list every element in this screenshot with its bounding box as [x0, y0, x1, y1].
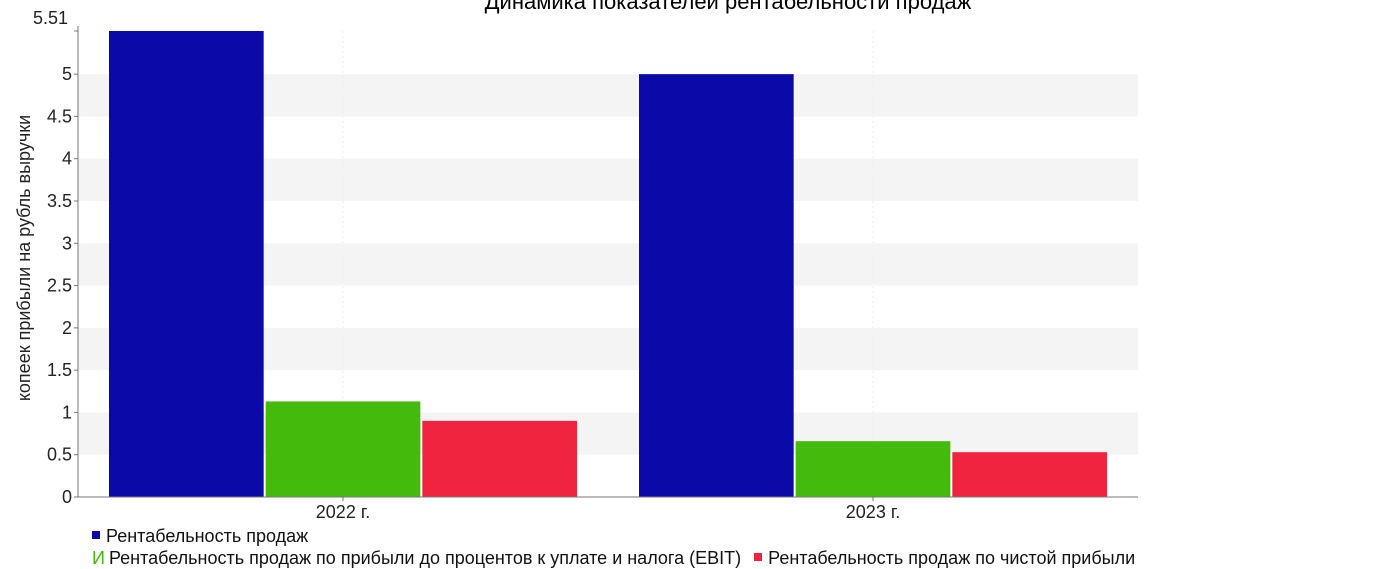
legend-label-sales: Рентабельность продаж — [106, 526, 309, 546]
y-tick-label: 5 — [62, 64, 72, 84]
legend-marker-square-icon — [92, 531, 100, 540]
legend-marker-square-icon — [754, 553, 763, 562]
bar — [795, 441, 951, 497]
legend-label-ebit: Рентабельность продаж по прибыли до проц… — [108, 548, 742, 568]
bar — [639, 74, 794, 498]
legend-row-2: И Рентабельность продаж по прибыли до про… — [92, 547, 1143, 569]
legend-item-ebit: И Рентабельность продаж по прибыли до про… — [92, 547, 741, 569]
bar — [952, 452, 1107, 497]
y-tick-label: 3.5 — [47, 191, 72, 211]
y-tick-label: 2.5 — [47, 276, 72, 296]
legend-row-1: Рентабельность продаж — [92, 525, 1143, 547]
legend-item-net: Рентабельность продаж по чистой прибыли — [754, 547, 1135, 569]
y-tick-label: 4.5 — [47, 106, 72, 126]
bar — [422, 420, 577, 497]
y-tick-label: 1.5 — [47, 360, 72, 380]
bars-group — [109, 31, 1107, 498]
y-tick-label: 5.51 — [33, 8, 68, 28]
bar — [265, 401, 421, 497]
chart-title: Динамика показателей рентабельности прод… — [485, 0, 972, 14]
axes — [77, 26, 1138, 498]
legend-item-sales: Рентабельность продаж — [92, 525, 308, 547]
y-axis-label: копеек прибыли на рубль выручки — [14, 115, 34, 401]
x-category-labels: 2022 г. 2023 г. — [316, 497, 900, 522]
y-tick-label: 2 — [62, 318, 72, 338]
legend-marker-letter: И — [92, 548, 105, 568]
y-tick-label: 0 — [62, 487, 72, 507]
legend-label-net: Рентабельность продаж по чистой прибыли — [768, 548, 1136, 568]
y-tick-label: 1 — [62, 402, 72, 422]
x-category-label: 2023 г. — [846, 502, 900, 522]
y-tick-label: 0.5 — [47, 445, 72, 465]
legend: Рентабельность продаж И Рентабельность пр… — [92, 525, 1143, 569]
bar — [109, 31, 264, 497]
y-tick-labels: 0 0.5 1 1.5 2 2.5 3 3.5 4 4.5 5 5.51 — [33, 8, 78, 507]
x-category-label: 2022 г. — [316, 502, 370, 522]
y-tick-label: 3 — [62, 233, 72, 253]
y-tick-label: 4 — [62, 149, 72, 169]
